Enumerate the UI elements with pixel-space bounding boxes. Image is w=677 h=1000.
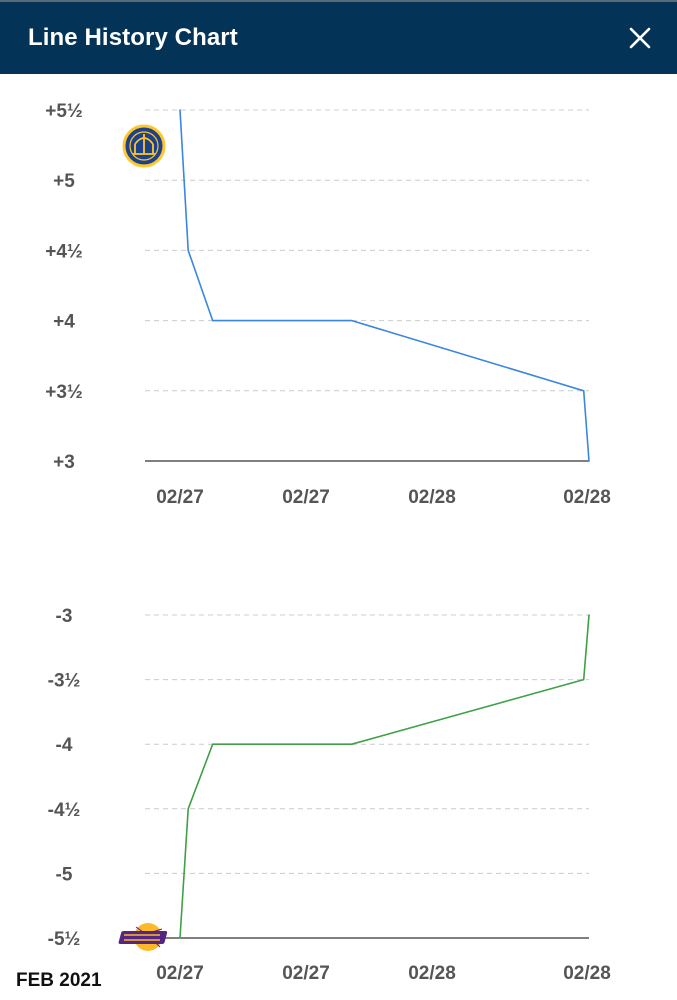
close-icon[interactable] xyxy=(624,22,656,54)
y-tick-label: +3 xyxy=(53,452,75,473)
y-tick-label: -3 xyxy=(56,606,73,627)
data-point xyxy=(588,460,590,462)
x-tick-label: 02/28 xyxy=(408,963,456,984)
lakers-chart: -3 -3½ -4 -4½ -5 -5½ 02/27 02/27 02/28 02/28 xyxy=(48,606,611,984)
y-tick-label: -4 xyxy=(56,735,73,756)
y-tick-label: -4½ xyxy=(48,800,81,821)
y-tick-label: -5 xyxy=(56,864,73,885)
y-tick-label: +3½ xyxy=(45,382,83,403)
y-tick-label: -3½ xyxy=(48,671,81,692)
date-label: FEB 2021 xyxy=(16,970,102,991)
page-title: Line History Chart xyxy=(28,24,238,51)
data-point xyxy=(179,937,181,939)
y-tick-label: +5 xyxy=(53,171,75,192)
y-tick-label: +5½ xyxy=(45,101,83,122)
data-point xyxy=(211,319,214,322)
lakers-logo-icon xyxy=(118,923,168,951)
y-tick-label: -5½ xyxy=(48,929,81,950)
x-tick-label: 02/28 xyxy=(408,487,456,508)
data-point xyxy=(211,743,214,745)
x-tick-label: 02/27 xyxy=(156,963,204,984)
x-tick-label: 02/28 xyxy=(563,487,611,508)
x-tick-label: 02/27 xyxy=(156,487,204,508)
header-bar: Line History Chart xyxy=(0,0,677,74)
series-line xyxy=(179,109,590,462)
x-tick-label: 02/28 xyxy=(563,963,611,984)
warriors-chart: +5½ +5 +4½ +4 +3½ +3 02/27 02/27 02/28 02/28 xyxy=(45,101,611,508)
data-point xyxy=(588,614,590,616)
data-point xyxy=(350,743,353,745)
data-point xyxy=(350,319,353,322)
series-line xyxy=(179,614,590,939)
x-tick-label: 02/27 xyxy=(282,963,330,984)
data-point xyxy=(179,109,181,111)
data-point xyxy=(582,678,585,681)
data-point xyxy=(187,808,189,810)
y-tick-label: +4½ xyxy=(45,241,83,262)
data-point xyxy=(187,249,189,252)
warriors-logo-icon xyxy=(122,124,166,168)
data-point xyxy=(582,390,585,392)
x-tick-label: 02/27 xyxy=(282,487,330,508)
y-tick-label: +4 xyxy=(53,312,75,333)
